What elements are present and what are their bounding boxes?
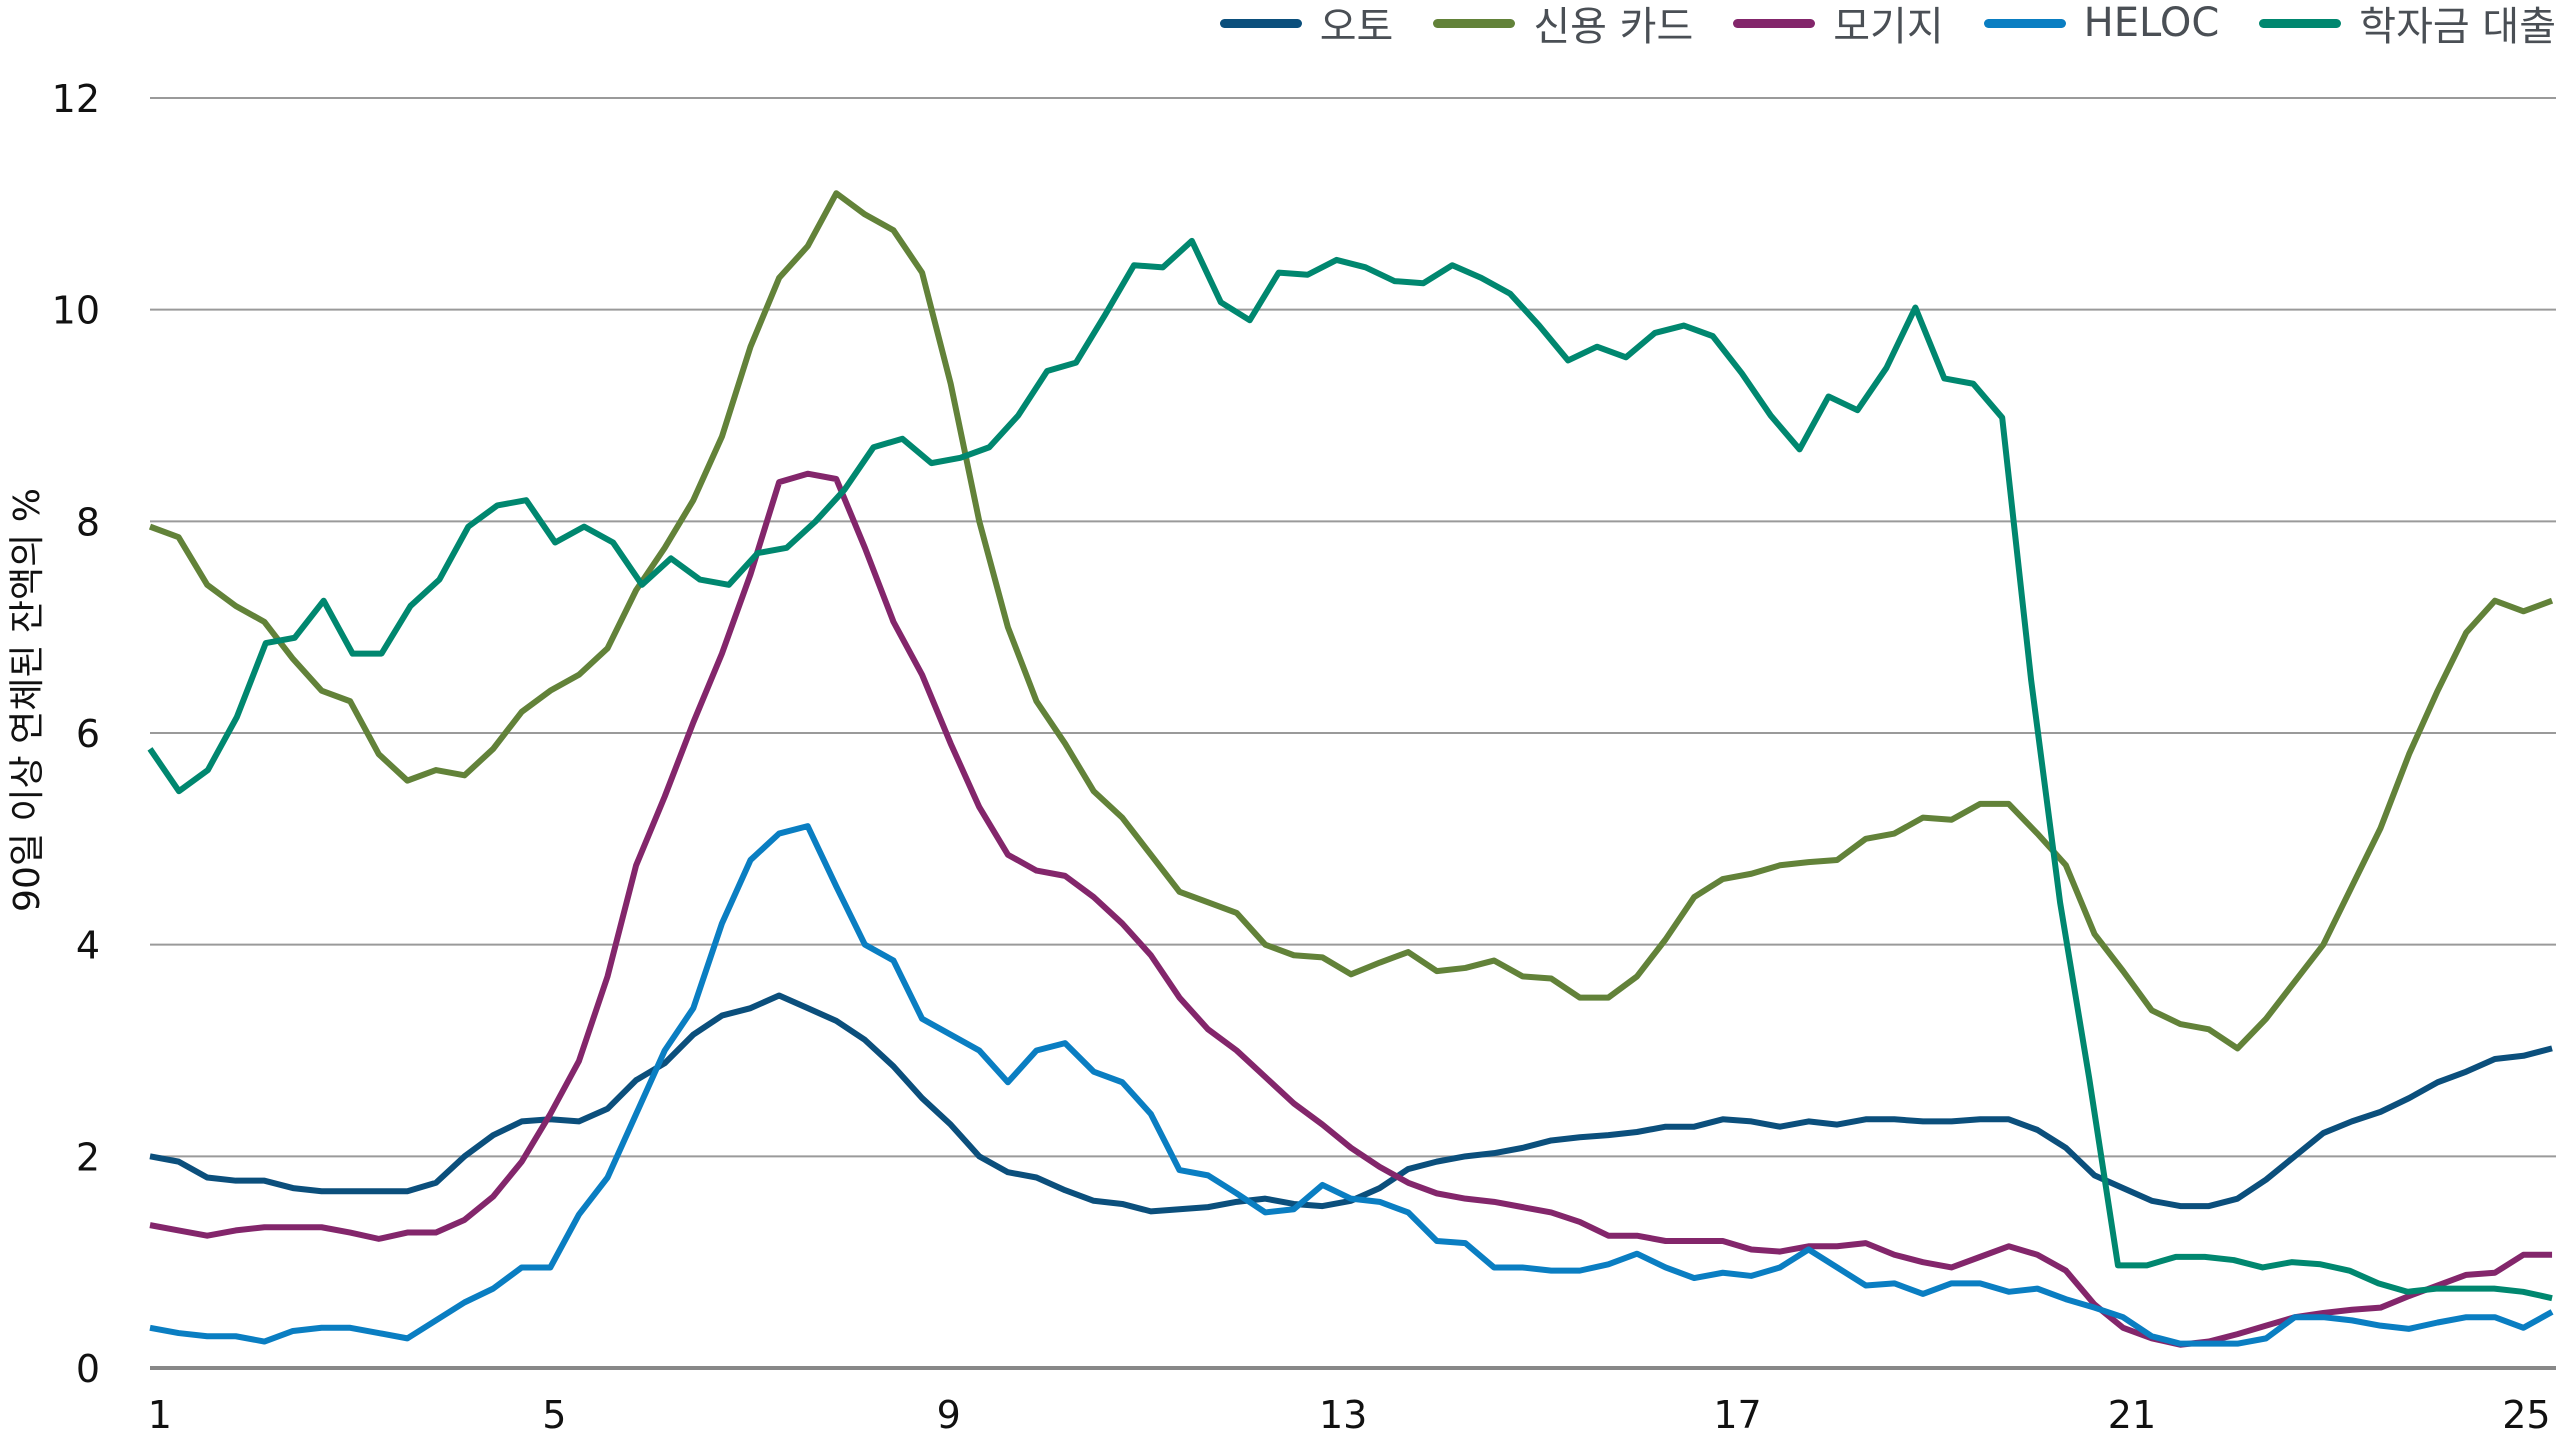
x-tick-label: 21 (2108, 1393, 2156, 1437)
legend-label: 신용 카드 (1533, 4, 1694, 50)
x-tick-label: 25 (2502, 1393, 2550, 1437)
legend-item: 신용 카드 (1433, 0, 1693, 52)
y-tick-label: 10 (52, 289, 100, 333)
legend-swatch (1733, 18, 1816, 28)
x-tick-label: 1 (148, 1393, 172, 1437)
legend-label: 모기지 (1833, 4, 1944, 50)
legend-item: HELOC (1983, 0, 2220, 46)
legend-swatch (2259, 18, 2342, 28)
x-tick-label: 13 (1319, 1393, 1367, 1437)
x-tick-label: 9 (937, 1393, 961, 1437)
series-line-2 (149, 470, 2553, 1348)
legend-label: 학자금 대출 (2359, 4, 2556, 50)
series-line-4 (147, 237, 2553, 1302)
y-tick-label: 8 (76, 500, 100, 544)
legend-swatch (1433, 18, 1516, 28)
series-line-1 (148, 190, 2554, 1052)
x-tick-label: 17 (1713, 1393, 1761, 1437)
series-line-3 (149, 823, 2554, 1347)
legend-item: 학자금 대출 (2259, 0, 2556, 52)
legend-swatch (1983, 18, 2066, 28)
legend-label: 오토 (1319, 4, 1394, 50)
legend-item: 모기지 (1733, 0, 1944, 52)
y-tick-label: 6 (76, 712, 100, 756)
y-tick-label: 4 (76, 924, 100, 968)
legend-label: HELOC (2083, 0, 2220, 46)
legend-item: 오토 (1219, 0, 1394, 52)
legend: 오토 신용 카드 모기지 HELOC 학자금 대출 (1219, 0, 2556, 50)
x-tick-label: 5 (542, 1393, 566, 1437)
y-tick-label: 0 (76, 1347, 100, 1391)
y-tick-label: 12 (52, 77, 100, 121)
legend-swatch (1219, 18, 1302, 28)
y-tick-label: 2 (76, 1135, 100, 1179)
